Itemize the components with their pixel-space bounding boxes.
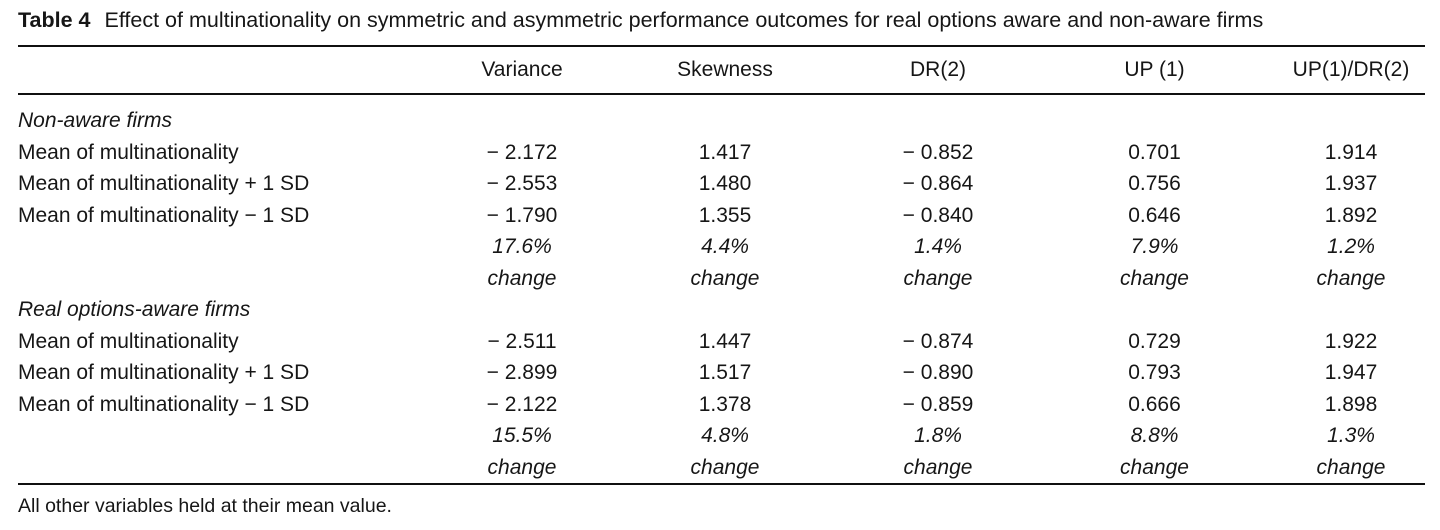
- results-table: Variance Skewness DR(2) UP (1) UP(1)/DR(2) N…: [18, 45, 1425, 485]
- section-heading-label: Non-aware firms: [18, 109, 173, 132]
- column-header: Skewness: [606, 46, 844, 95]
- change-cell: change: [690, 266, 760, 290]
- percent-cell: 1.3%: [1327, 424, 1375, 447]
- section-heading-row: Real options-aware firms: [18, 294, 1425, 326]
- value-cell: 1.914: [1324, 140, 1378, 164]
- row-label: Mean of multinationality + 1 SD: [18, 172, 310, 195]
- data-row: Mean of multinationality − 1 SD − 2.122 1.…: [18, 389, 1425, 421]
- data-row: Mean of multinationality − 2.172 1.417 − 0.…: [18, 137, 1425, 169]
- empty-cell: [1032, 94, 1277, 137]
- paper-page: Table 4 Effect of multinationality on sym…: [18, 7, 1425, 517]
- value-cell: − 0.852: [902, 140, 974, 164]
- empty-cell: [1277, 94, 1425, 137]
- table-title: Effect of multinationality on symmetric …: [104, 8, 1264, 32]
- data-row: Mean of multinationality + 1 SD − 2.553 1.…: [18, 168, 1425, 200]
- percent-cell: 8.8%: [1130, 424, 1179, 447]
- value-cell: − 1.790: [486, 203, 558, 227]
- change-cell: change: [487, 266, 557, 290]
- percent-change-row: 15.5% 4.8% 1.8% 8.8% 1.3%: [18, 420, 1425, 452]
- value-cell: − 2.553: [486, 172, 558, 195]
- table-footnote: All other variables held at their mean v…: [18, 495, 392, 517]
- value-cell: − 0.864: [902, 172, 974, 195]
- percent-cell: 4.8%: [701, 424, 749, 447]
- value-cell: 1.892: [1324, 203, 1378, 227]
- change-label-row: change change change change change: [18, 452, 1425, 485]
- percent-cell: 7.9%: [1130, 235, 1179, 258]
- empty-cell: [18, 452, 438, 485]
- column-header: Variance: [438, 46, 606, 95]
- change-cell: change: [487, 455, 557, 479]
- change-cell: change: [1316, 266, 1386, 290]
- value-cell: 1.417: [698, 140, 752, 164]
- value-cell: − 2.172: [486, 140, 558, 164]
- value-cell: 1.517: [698, 361, 752, 384]
- value-cell: 0.793: [1128, 361, 1181, 384]
- value-cell: 0.666: [1128, 392, 1181, 416]
- empty-cell: [18, 231, 438, 263]
- empty-cell: [1277, 294, 1425, 326]
- change-cell: change: [1120, 266, 1189, 290]
- empty-cell: [438, 94, 606, 137]
- percent-cell: 15.5%: [492, 424, 552, 447]
- row-label: Mean of multinationality − 1 SD: [18, 203, 310, 227]
- change-cell: change: [1120, 455, 1189, 479]
- empty-cell: [844, 294, 1032, 326]
- empty-cell: [844, 94, 1032, 137]
- table-caption: Table 4 Effect of multinationality on sym…: [18, 7, 1425, 34]
- data-row: Mean of multinationality − 1 SD − 1.790 1.…: [18, 200, 1425, 232]
- row-label: Mean of multinationality + 1 SD: [18, 361, 310, 384]
- header-row: Variance Skewness DR(2) UP (1) UP(1)/DR(2): [18, 46, 1425, 95]
- percent-cell: 1.4%: [914, 235, 962, 258]
- data-row: Mean of multinationality − 2.511 1.447 − 0.…: [18, 326, 1425, 358]
- data-row: Mean of multinationality + 1 SD − 2.899 1.…: [18, 357, 1425, 389]
- percent-cell: 1.8%: [914, 424, 962, 447]
- value-cell: − 2.122: [486, 392, 558, 416]
- value-cell: 0.646: [1128, 203, 1181, 227]
- empty-cell: [606, 94, 844, 137]
- table-number: Table 4: [18, 8, 91, 32]
- change-cell: change: [1316, 455, 1386, 479]
- value-cell: 1.922: [1324, 329, 1378, 353]
- value-cell: 1.947: [1324, 361, 1378, 384]
- value-cell: − 0.840: [902, 203, 974, 227]
- section-heading-label: Real options-aware firms: [18, 298, 251, 321]
- section-heading-row: Non-aware firms: [18, 94, 1425, 137]
- empty-cell: [1032, 294, 1277, 326]
- value-cell: − 2.899: [486, 361, 558, 384]
- value-cell: 1.447: [698, 329, 752, 353]
- value-cell: − 2.511: [487, 329, 557, 353]
- value-cell: 1.355: [698, 203, 752, 227]
- empty-cell: [18, 420, 438, 452]
- percent-change-row: 17.6% 4.4% 1.4% 7.9% 1.2%: [18, 231, 1425, 263]
- change-label-row: change change change change change: [18, 263, 1425, 295]
- value-cell: − 0.874: [902, 329, 974, 353]
- percent-cell: 1.2%: [1327, 235, 1375, 258]
- value-cell: 1.378: [698, 392, 752, 416]
- percent-cell: 17.6%: [492, 235, 552, 258]
- value-cell: 0.756: [1128, 172, 1181, 195]
- column-header: DR(2): [844, 46, 1032, 95]
- column-header: UP (1): [1032, 46, 1277, 95]
- empty-cell: [438, 294, 606, 326]
- change-cell: change: [903, 455, 973, 479]
- change-cell: change: [903, 266, 973, 290]
- percent-cell: 4.4%: [701, 235, 749, 258]
- row-label: Mean of multinationality: [18, 329, 239, 353]
- value-cell: 1.937: [1324, 172, 1378, 195]
- value-cell: − 0.890: [902, 361, 974, 384]
- value-cell: 1.898: [1324, 392, 1378, 416]
- value-cell: 1.480: [698, 172, 752, 195]
- value-cell: 0.701: [1128, 140, 1181, 164]
- value-cell: 0.729: [1128, 329, 1181, 353]
- value-cell: − 0.859: [902, 392, 974, 416]
- change-cell: change: [690, 455, 760, 479]
- column-header: UP(1)/DR(2): [1277, 46, 1425, 95]
- empty-cell: [18, 263, 438, 295]
- row-label: Mean of multinationality: [18, 140, 239, 164]
- empty-cell: [606, 294, 844, 326]
- header-spacer-cell: [18, 46, 438, 95]
- row-label: Mean of multinationality − 1 SD: [18, 392, 310, 416]
